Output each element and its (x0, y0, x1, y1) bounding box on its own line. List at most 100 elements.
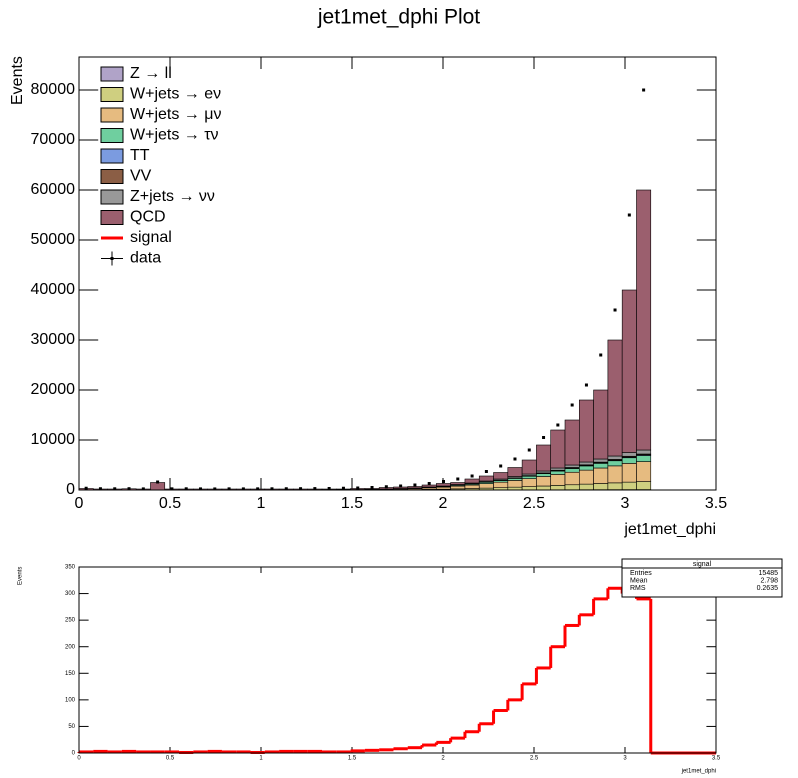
stack-segment (607, 482, 623, 490)
stack-segment (521, 486, 537, 491)
stack-segment (507, 480, 523, 488)
x-tick-label: 1 (257, 495, 266, 512)
y-tick-label: 20000 (31, 381, 76, 398)
stack-segment (578, 483, 594, 491)
x-tick-label: 0 (77, 756, 81, 762)
y-axis-label: Events (18, 567, 24, 585)
legend-swatch (100, 87, 124, 102)
data-point (642, 88, 646, 92)
legend-label: VV (130, 168, 152, 185)
stats-label: RMS (630, 585, 646, 592)
stack-segment (536, 473, 552, 477)
data-point (484, 470, 488, 473)
data-point (584, 383, 588, 387)
y-tick-label: 250 (65, 618, 76, 624)
stack-segment (578, 399, 594, 463)
x-tick-label: 3 (621, 495, 630, 512)
data-point (442, 480, 446, 483)
stack-segment (593, 467, 609, 484)
stack-segment (450, 485, 466, 490)
stats-label: Entries (630, 570, 652, 577)
y-tick-label: 40000 (31, 281, 76, 298)
stats-value: 15485 (759, 570, 779, 577)
plot-frame (78, 56, 717, 491)
data-point (542, 436, 546, 439)
stack-segment (464, 484, 480, 489)
stack-segment (593, 389, 609, 460)
stack-segment (407, 486, 423, 489)
stack-segment (564, 419, 580, 466)
data-point (327, 487, 331, 490)
x-tick-label: 3 (623, 756, 627, 762)
stack-segment (607, 455, 623, 460)
data-point (284, 487, 288, 491)
stack-segment (521, 459, 537, 475)
data-point (470, 474, 474, 478)
stack-segment (536, 485, 552, 491)
stack-segment (578, 465, 594, 471)
stack-segment (493, 472, 509, 480)
data-point (199, 487, 203, 491)
data-point (113, 487, 117, 491)
stack-segment (536, 444, 552, 472)
y-tick-label: 30000 (31, 331, 76, 348)
y-tick-label: 50 (68, 724, 75, 730)
data-point (299, 487, 303, 491)
stack-segment (636, 449, 652, 455)
data-point (127, 487, 131, 491)
y-tick-label: 50000 (31, 231, 76, 248)
legend-label: W+jets → eν (130, 86, 221, 103)
legend-label: Z → ll (130, 65, 172, 82)
data-point (399, 484, 403, 488)
x-tick-label: 0.5 (159, 495, 181, 512)
data-point (527, 448, 531, 452)
chart-title: jet1met_dphi Plot (317, 6, 480, 29)
stack-segment (493, 481, 509, 488)
data-point (599, 353, 603, 357)
data-point (156, 480, 160, 484)
y-tick-label: 80000 (31, 81, 76, 98)
stack-segment (150, 482, 166, 491)
legend-label: signal (130, 229, 172, 246)
legend-swatch (100, 210, 124, 225)
legend-label: data (130, 250, 161, 267)
stack-segment (464, 478, 480, 484)
stack-segment (621, 463, 637, 483)
stack-segment (593, 458, 609, 463)
x-tick-label: 0 (75, 495, 84, 512)
stack-segment (564, 484, 580, 491)
plot-frame (78, 566, 717, 754)
stack-segment (507, 467, 523, 477)
data-point (241, 487, 245, 491)
stack-segment (593, 463, 609, 469)
stack-segment (607, 460, 623, 467)
data-point (384, 485, 388, 489)
stack-segment (578, 461, 594, 466)
legend-label: TT (130, 147, 150, 164)
data-point (499, 464, 503, 468)
stack-segment (564, 468, 580, 473)
stack-segment (636, 461, 652, 482)
data-point (313, 487, 317, 491)
stack-segment (478, 483, 494, 489)
data-point (356, 486, 360, 490)
legend-label: Z+jets → νν (130, 188, 215, 205)
x-tick-label: 3.5 (705, 495, 727, 512)
stack-segment (564, 471, 580, 486)
y-tick-label: 200 (65, 644, 76, 650)
stack-segment (521, 478, 537, 487)
data-point (341, 486, 345, 490)
x-tick-label: 0.5 (166, 756, 175, 762)
y-tick-label: 0 (66, 481, 75, 498)
data-point (184, 487, 188, 491)
y-tick-label: 60000 (31, 181, 76, 198)
data-point (413, 483, 417, 487)
stack-segment (621, 289, 637, 453)
stats-value: 0.2635 (757, 585, 779, 592)
stack-segment (621, 481, 637, 490)
stack-segment (636, 189, 652, 451)
x-tick-label: 1.5 (341, 495, 363, 512)
data-point (370, 486, 374, 489)
legend-swatch (100, 189, 124, 205)
